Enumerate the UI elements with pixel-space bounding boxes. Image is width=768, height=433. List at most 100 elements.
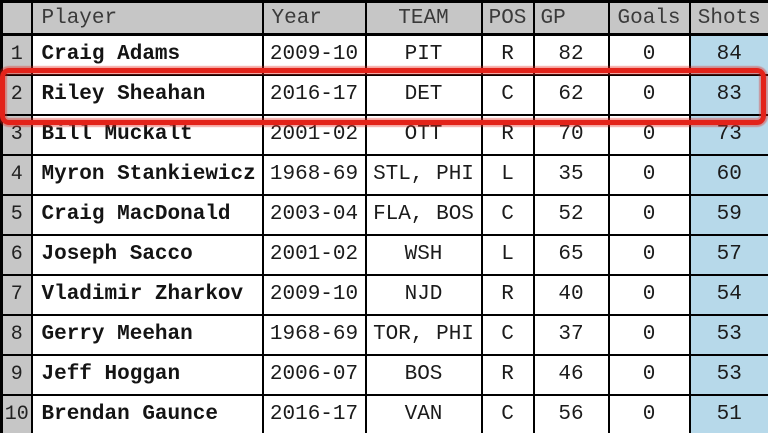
pos-cell: R	[480, 33, 535, 76]
pos-cell: R	[480, 113, 535, 156]
team-cell: FLA, BOS	[364, 193, 483, 236]
rank-cell: 2	[0, 73, 33, 116]
gp-cell: 37	[532, 313, 610, 356]
rank-cell: 1	[0, 33, 33, 76]
pos-cell: L	[480, 153, 535, 196]
column-header-gp: GP	[532, 0, 610, 36]
table-row: 1 Craig Adams 2009-10 PIT R 82 0 84	[0, 33, 768, 76]
gp-cell: 62	[532, 73, 610, 116]
table-row: 7 Vladimir Zharkov 2009-10 NJD R 40 0 54	[0, 273, 768, 316]
table-row: 9 Jeff Hoggan 2006-07 BOS R 46 0 53	[0, 353, 768, 396]
shots-cell: 53	[688, 353, 768, 396]
pos-cell: C	[480, 73, 535, 116]
table-row-highlighted: 2 Riley Sheahan 2016-17 DET C 62 0 83	[0, 73, 768, 116]
column-header-pos: POS	[480, 0, 535, 36]
shots-cell: 84	[688, 33, 768, 76]
shots-cell: 83	[688, 73, 768, 116]
column-header-shots: Shots	[688, 0, 768, 36]
goals-cell: 0	[607, 273, 691, 316]
player-cell: Craig Adams	[30, 33, 264, 76]
rank-cell: 3	[0, 113, 33, 156]
goals-cell: 0	[607, 153, 691, 196]
goals-cell: 0	[607, 113, 691, 156]
rank-cell: 4	[0, 153, 33, 196]
year-cell: 2001-02	[261, 113, 367, 156]
gp-cell: 40	[532, 273, 610, 316]
goals-cell: 0	[607, 33, 691, 76]
column-header-goals: Goals	[607, 0, 691, 36]
rank-cell: 6	[0, 233, 33, 276]
rank-cell: 10	[0, 393, 33, 433]
goals-cell: 0	[607, 233, 691, 276]
team-cell: OTT	[364, 113, 483, 156]
player-cell: Bill Muckalt	[30, 113, 264, 156]
year-cell: 2003-04	[261, 193, 367, 236]
table-row: 3 Bill Muckalt 2001-02 OTT R 70 0 73	[0, 113, 768, 156]
team-cell: PIT	[364, 33, 483, 76]
table-row: 8 Gerry Meehan 1968-69 TOR, PHI C 37 0 5…	[0, 313, 768, 356]
year-cell: 2009-10	[261, 33, 367, 76]
rank-cell: 8	[0, 313, 33, 356]
year-cell: 2016-17	[261, 73, 367, 116]
goals-cell: 0	[607, 193, 691, 236]
gp-cell: 35	[532, 153, 610, 196]
year-cell: 2009-10	[261, 273, 367, 316]
year-cell: 2001-02	[261, 233, 367, 276]
team-cell: VAN	[364, 393, 483, 433]
shots-cell: 53	[688, 313, 768, 356]
rank-cell: 9	[0, 353, 33, 396]
team-cell: BOS	[364, 353, 483, 396]
header-row: Player Year TEAM POS GP Goals Shots	[0, 0, 768, 36]
pos-cell: R	[480, 353, 535, 396]
pos-cell: C	[480, 393, 535, 433]
pos-cell: C	[480, 313, 535, 356]
year-cell: 2006-07	[261, 353, 367, 396]
player-cell: Myron Stankiewicz	[30, 153, 264, 196]
shots-cell: 57	[688, 233, 768, 276]
rank-cell: 7	[0, 273, 33, 316]
year-cell: 1968-69	[261, 313, 367, 356]
player-cell: Riley Sheahan	[30, 73, 264, 116]
shots-cell: 60	[688, 153, 768, 196]
year-cell: 1968-69	[261, 153, 367, 196]
rank-cell: 5	[0, 193, 33, 236]
shots-cell: 59	[688, 193, 768, 236]
shots-cell: 54	[688, 273, 768, 316]
goals-cell: 0	[607, 393, 691, 433]
goals-cell: 0	[607, 73, 691, 116]
year-cell: 2016-17	[261, 393, 367, 433]
team-cell: DET	[364, 73, 483, 116]
gp-cell: 52	[532, 193, 610, 236]
player-cell: Joseph Sacco	[30, 233, 264, 276]
shots-cell: 51	[688, 393, 768, 433]
table-row: 5 Craig MacDonald 2003-04 FLA, BOS C 52 …	[0, 193, 768, 236]
gp-cell: 70	[532, 113, 610, 156]
column-header-player: Player	[30, 0, 264, 36]
gp-cell: 65	[532, 233, 610, 276]
gp-cell: 82	[532, 33, 610, 76]
player-cell: Brendan Gaunce	[30, 393, 264, 433]
pos-cell: C	[480, 193, 535, 236]
column-header-year: Year	[261, 0, 367, 36]
pos-cell: L	[480, 233, 535, 276]
column-header-rank	[0, 0, 33, 36]
player-cell: Craig MacDonald	[30, 193, 264, 236]
team-cell: NJD	[364, 273, 483, 316]
team-cell: STL, PHI	[364, 153, 483, 196]
gp-cell: 46	[532, 353, 610, 396]
table-row: 6 Joseph Sacco 2001-02 WSH L 65 0 57	[0, 233, 768, 276]
team-cell: WSH	[364, 233, 483, 276]
table-row: 10 Brendan Gaunce 2016-17 VAN C 56 0 51	[0, 393, 768, 433]
goals-cell: 0	[607, 313, 691, 356]
shots-cell: 73	[688, 113, 768, 156]
pos-cell: R	[480, 273, 535, 316]
player-cell: Vladimir Zharkov	[30, 273, 264, 316]
player-cell: Jeff Hoggan	[30, 353, 264, 396]
player-cell: Gerry Meehan	[30, 313, 264, 356]
team-cell: TOR, PHI	[364, 313, 483, 356]
gp-cell: 56	[532, 393, 610, 433]
goals-cell: 0	[607, 353, 691, 396]
column-header-team: TEAM	[364, 0, 483, 36]
